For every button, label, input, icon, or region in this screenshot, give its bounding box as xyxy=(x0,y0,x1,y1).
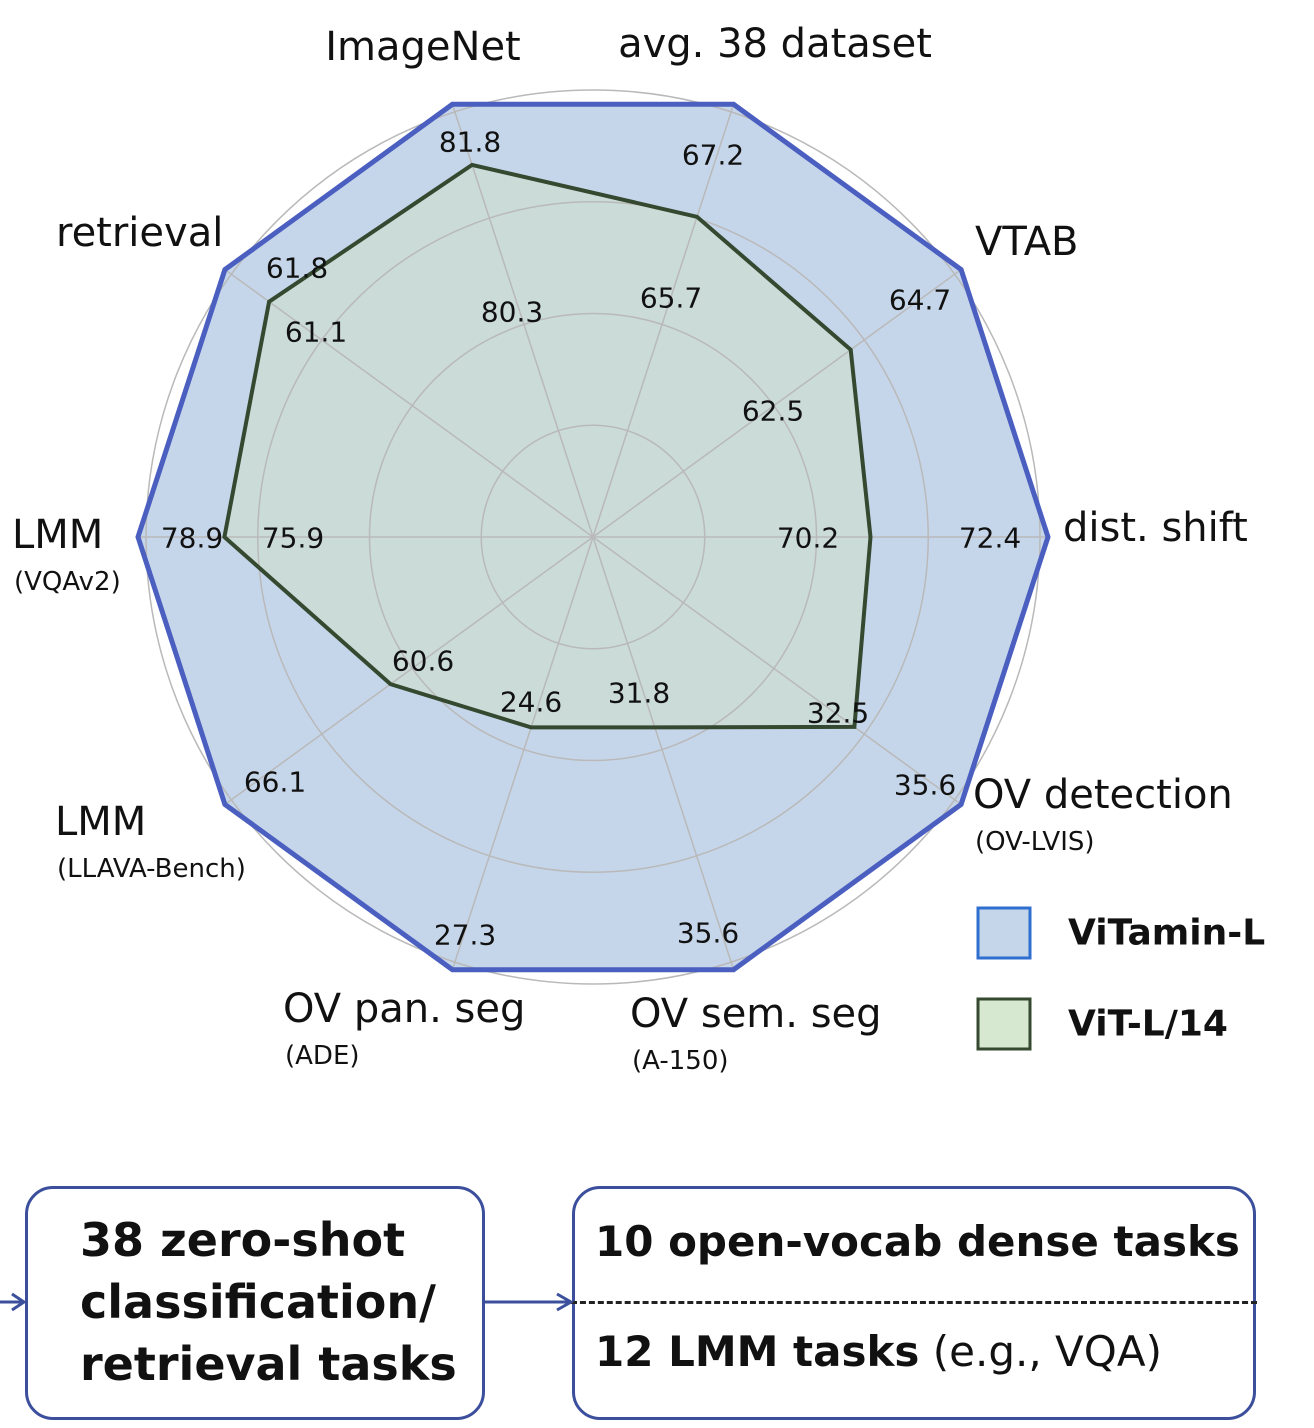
axis-sublabel-8: (VQAv2) xyxy=(14,567,121,597)
axis-label-2: VTAB xyxy=(975,219,1079,265)
legend-label-0: ViTamin-L xyxy=(1068,913,1265,954)
grid-spoke-4 xyxy=(592,536,962,806)
box1-line-2: classification/ xyxy=(80,1275,436,1329)
lmm-tasks-example: (e.g., VQA) xyxy=(919,1327,1162,1376)
axis-label-0: ImageNet xyxy=(325,24,521,70)
grid-spoke-7 xyxy=(224,536,594,806)
value-label-s0-1: 67.2 xyxy=(682,139,744,172)
axis-label-9: retrieval xyxy=(56,210,223,256)
grid-spoke-0 xyxy=(451,104,594,538)
box2-divider xyxy=(571,1301,1257,1304)
value-label-s0-6: 27.3 xyxy=(434,919,496,952)
legend-label-1: ViT-L/14 xyxy=(1068,1004,1228,1045)
value-label-s0-5: 35.6 xyxy=(677,917,739,950)
value-label-s1-4: 32.5 xyxy=(807,697,869,730)
axis-label-5: OV sem. seg xyxy=(630,991,882,1037)
axis-label-1: avg. 38 dataset xyxy=(618,21,932,67)
lmm-tasks-bold: 12 LMM tasks xyxy=(595,1327,920,1376)
value-label-s1-9: 61.1 xyxy=(285,316,347,349)
grid-spoke-9 xyxy=(224,268,594,538)
series-area-1 xyxy=(224,164,871,728)
axis-label-6: OV pan. seg xyxy=(283,986,525,1032)
value-label-s0-7: 66.1 xyxy=(244,766,306,799)
zero-shot-tasks-box: 38 zero-shot classification/ retrieval t… xyxy=(25,1186,485,1420)
grid-spoke-6 xyxy=(451,536,594,970)
radar-outlines xyxy=(135,101,1051,973)
value-label-s1-6: 24.6 xyxy=(500,686,562,719)
series-outline-1 xyxy=(222,162,873,730)
value-label-s1-8: 75.9 xyxy=(262,522,324,555)
legend: ViTamin-L ViT-L/14 xyxy=(976,906,1265,1051)
axis-sublabel-6: (ADE) xyxy=(285,1041,360,1071)
value-label-s0-9: 61.8 xyxy=(266,252,328,285)
arrow-into-box1 xyxy=(0,1292,27,1312)
dense-tasks-text: 10 open-vocab dense tasks xyxy=(595,1217,1240,1266)
value-label-s1-5: 31.8 xyxy=(608,677,670,710)
axis-label-8: LMM xyxy=(12,512,103,558)
axis-sublabel-4: (OV-LVIS) xyxy=(975,827,1095,857)
value-label-s0-4: 35.6 xyxy=(894,769,956,802)
axis-sublabel-7: (LLAVA-Bench) xyxy=(57,854,246,884)
axis-label-7: LMM xyxy=(55,799,146,845)
value-label-s1-1: 65.7 xyxy=(640,282,702,315)
box1-line-3: retrieval tasks xyxy=(80,1337,457,1391)
grid-spoke-5 xyxy=(592,536,735,970)
arrow-box1-to-box2 xyxy=(485,1292,575,1312)
value-label-s0-0: 81.8 xyxy=(439,126,501,159)
dense-lmm-tasks-box: 10 open-vocab dense tasks 12 LMM tasks (… xyxy=(571,1186,1257,1420)
value-label-s1-7: 60.6 xyxy=(392,645,454,678)
axis-label-3: dist. shift xyxy=(1063,505,1248,551)
radar-labels: 81.8 67.2 64.7 72.4 35.6 35.6 27.3 66.1 78.9 61.8… xyxy=(12,21,1248,1076)
value-label-s0-3: 72.4 xyxy=(959,522,1021,555)
value-label-s1-3: 70.2 xyxy=(777,522,839,555)
legend-swatch-1 xyxy=(976,997,1032,1051)
series-outline-0 xyxy=(135,101,1051,973)
axis-sublabel-5: (A-150) xyxy=(632,1046,729,1076)
grid-spoke-1 xyxy=(592,104,735,538)
axis-label-4: OV detection xyxy=(973,772,1233,818)
grid-spoke-2 xyxy=(592,268,962,538)
value-label-s1-2: 62.5 xyxy=(742,395,804,428)
box1-line-1: 38 zero-shot xyxy=(80,1213,406,1267)
radar-chart: 81.8 67.2 64.7 72.4 35.6 35.6 27.3 66.1 78.9 61.8… xyxy=(12,21,1265,1076)
value-label-s0-2: 64.7 xyxy=(889,284,951,317)
value-label-s1-0: 80.3 xyxy=(481,296,543,329)
radar-grid-overlay xyxy=(138,89,1048,985)
lmm-tasks-text: 12 LMM tasks (e.g., VQA) xyxy=(595,1327,1162,1376)
legend-swatch-0 xyxy=(976,906,1032,960)
value-label-s0-8: 78.9 xyxy=(161,522,223,555)
